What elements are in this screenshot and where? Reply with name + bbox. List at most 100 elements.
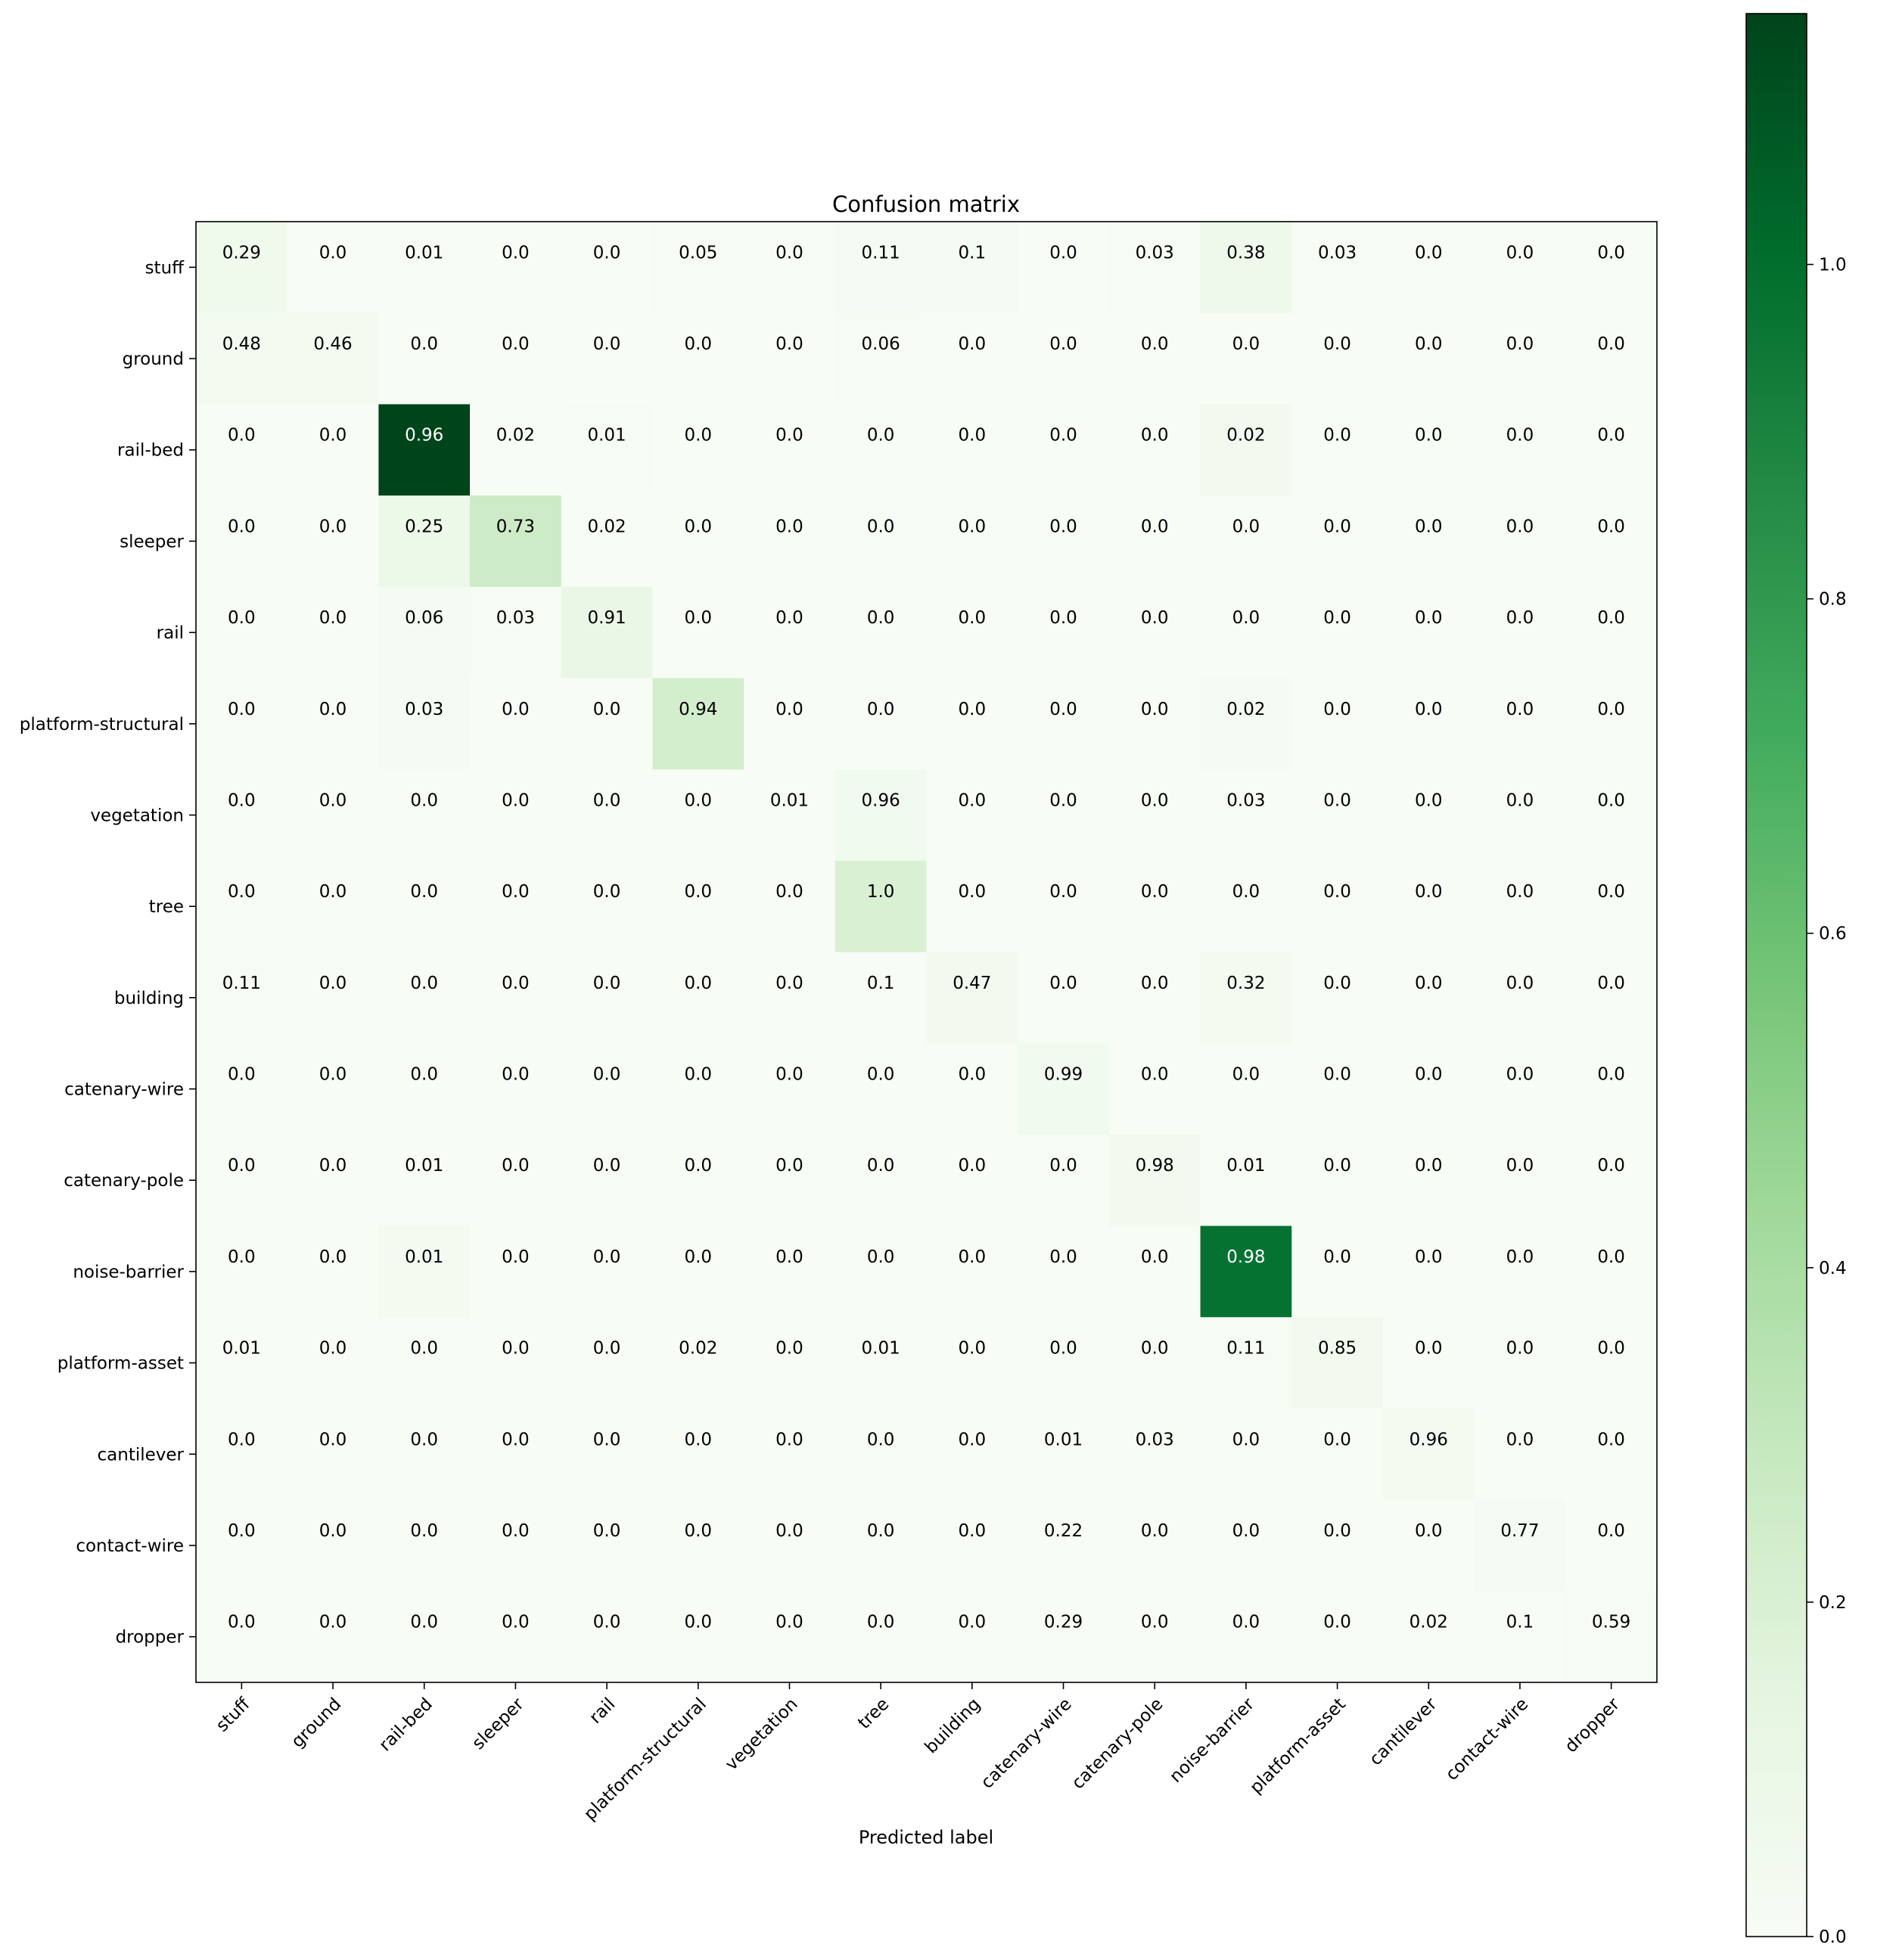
heatmap-cell	[1018, 404, 1110, 496]
heatmap-cell	[196, 678, 288, 770]
heatmap-cell	[744, 222, 836, 314]
heatmap-cell	[1382, 1225, 1475, 1318]
heatmap-cell	[1018, 1408, 1110, 1501]
heatmap-cell	[378, 312, 471, 405]
heatmap-cell	[196, 312, 288, 405]
heatmap-cell	[1565, 769, 1658, 862]
chart-title: Confusion matrix	[832, 191, 1020, 217]
heatmap-cell-label: 0.0	[1141, 517, 1169, 536]
heatmap-cell-label: 0.0	[319, 1521, 347, 1541]
heatmap-cell	[1200, 769, 1292, 862]
heatmap-cell-label: 0.0	[1415, 243, 1443, 262]
heatmap-cell	[1108, 1225, 1201, 1318]
heatmap-cell-label: 0.0	[867, 426, 895, 446]
heatmap-cell	[196, 1499, 288, 1592]
heatmap-cell	[287, 1134, 379, 1227]
heatmap-cell	[1474, 1499, 1566, 1592]
heatmap-cell-label: 0.0	[1415, 1339, 1443, 1359]
heatmap-cell	[378, 860, 471, 953]
heatmap-cell-label: 0.0	[1049, 426, 1077, 446]
heatmap-cell-label: 0.0	[684, 1247, 712, 1267]
plot-frame	[195, 221, 1658, 1683]
heatmap-cell	[1382, 1499, 1475, 1592]
heatmap-cell-label: 0.06	[405, 608, 443, 628]
heatmap-cell	[196, 404, 288, 496]
heatmap-cell	[1474, 404, 1566, 496]
heatmap-cell	[561, 1317, 654, 1409]
heatmap-cell	[470, 1043, 562, 1135]
heatmap-cell-label: 0.29	[1044, 1613, 1083, 1632]
heatmap-cell	[1382, 1134, 1475, 1227]
heatmap-cell	[561, 222, 654, 314]
heatmap-cell-label: 0.0	[1506, 1065, 1534, 1085]
heatmap-cell-label: 0.0	[1141, 974, 1169, 993]
heatmap-cell-label: 0.0	[1049, 882, 1077, 902]
heatmap-cell	[470, 495, 562, 588]
heatmap-cell	[1565, 404, 1658, 496]
heatmap-cell-label: 0.03	[1318, 243, 1357, 262]
heatmap-cell-label: 0.0	[1323, 1065, 1351, 1085]
heatmap-cell-label: 0.0	[684, 1065, 712, 1085]
heatmap-cell	[1474, 1043, 1566, 1135]
heatmap-cell-label: 0.0	[1323, 700, 1351, 719]
heatmap-cell-label: 0.0	[228, 1521, 256, 1541]
heatmap-cell-label: 0.0	[1141, 1613, 1169, 1632]
heatmap-cell	[1200, 1317, 1292, 1409]
heatmap-cell-label: 0.0	[1506, 334, 1534, 354]
heatmap-cell-label: 0.0	[684, 791, 712, 810]
heatmap-cell-label: 0.0	[775, 1156, 803, 1176]
heatmap-cell	[1200, 222, 1292, 314]
heatmap-cell-label: 0.0	[684, 1521, 712, 1541]
heatmap-cell-label: 0.0	[228, 1613, 256, 1632]
heatmap-cell-label: 0.0	[1323, 608, 1351, 628]
heatmap-cell-label: 0.0	[959, 334, 987, 354]
heatmap-cell-label: 0.0	[319, 974, 347, 993]
heatmap-cell	[1291, 769, 1384, 862]
heatmap-cell	[1018, 1225, 1110, 1318]
heatmap-cell	[652, 1043, 744, 1135]
heatmap-cell	[744, 312, 836, 405]
heatmap-cell	[378, 1591, 471, 1683]
heatmap-cell-label: 0.0	[410, 1065, 438, 1085]
heatmap-cell	[1565, 1225, 1658, 1318]
heatmap-cell-label: 0.0	[410, 882, 438, 902]
heatmap-cell	[1382, 678, 1475, 770]
heatmap-cell	[561, 1408, 654, 1501]
heatmap-cell-label: 0.0	[410, 1613, 438, 1632]
heatmap-cell-label: 0.98	[1136, 1156, 1174, 1176]
heatmap-cell-label: 0.0	[1506, 1156, 1534, 1176]
heatmap-cell	[744, 495, 836, 588]
heatmap-cell-label: 0.0	[1049, 517, 1077, 536]
heatmap-cell-label: 0.0	[775, 1339, 803, 1359]
heatmap-cell	[1291, 312, 1384, 405]
heatmap-cell	[744, 860, 836, 953]
heatmap-cell	[1108, 586, 1201, 679]
heatmap-cell-label: 0.0	[959, 882, 987, 902]
heatmap-cell	[196, 1317, 288, 1409]
heatmap-cell	[470, 769, 562, 862]
heatmap-cell-label: 0.0	[959, 517, 987, 536]
heatmap-cell-label: 0.0	[1597, 334, 1625, 354]
heatmap-cell	[835, 860, 928, 953]
heatmap-cell-label: 0.0	[684, 1430, 712, 1449]
heatmap-cell-label: 0.0	[1141, 791, 1169, 810]
y-tick-label: rail-bed	[117, 441, 184, 461]
heatmap-cell	[287, 1408, 379, 1501]
heatmap-cell-label: 0.0	[684, 517, 712, 536]
heatmap-cell	[1474, 1134, 1566, 1227]
heatmap-cell	[1108, 404, 1201, 496]
heatmap-cell	[926, 860, 1018, 953]
y-tick-label: platform-asset	[57, 1354, 184, 1374]
heatmap-cell-label: 0.0	[502, 1613, 530, 1632]
heatmap-cell	[378, 404, 471, 496]
heatmap-cell	[470, 1408, 562, 1501]
heatmap-cell-label: 0.38	[1226, 243, 1265, 262]
heatmap-cell	[652, 404, 744, 496]
heatmap-cell	[835, 1134, 928, 1227]
heatmap-cell	[744, 1317, 836, 1409]
heatmap-cell	[1565, 312, 1658, 405]
heatmap-cell-label: 0.0	[593, 1613, 621, 1632]
heatmap-cell-label: 0.0	[502, 791, 530, 810]
heatmap-cell-label: 0.0	[959, 1430, 987, 1449]
heatmap-cell	[1291, 1591, 1384, 1683]
